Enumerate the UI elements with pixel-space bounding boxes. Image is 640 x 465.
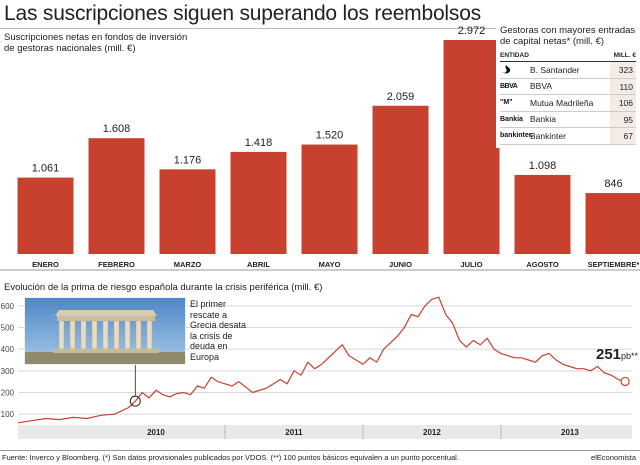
bar-value-label: 2.059	[387, 91, 415, 103]
parthenon-photo	[24, 297, 186, 365]
current-value: 251	[596, 346, 622, 363]
x-axis-label: JUNIO	[389, 260, 412, 269]
bar-value-label: 1.061	[32, 163, 60, 175]
risk-premium-line	[17, 296, 626, 424]
x-axis-band	[18, 425, 632, 439]
bar	[17, 177, 74, 254]
bar-chart: 1.061 1.608 1.176 1.418 1.520 2.059 2.972 1.098…	[0, 25, 640, 271]
bar	[372, 105, 429, 254]
inset-name: B. Santander	[530, 64, 580, 75]
inset-row: BBVA BBVA 110	[500, 78, 636, 95]
x-tick-label: 2011	[285, 428, 303, 437]
x-axis-label: ENERO	[32, 260, 59, 269]
bar-value-label: 846	[604, 178, 622, 190]
greece-annotation: El primer rescate a Grecia desata la cri…	[190, 299, 247, 362]
parthenon-image	[25, 298, 185, 364]
bar-value-label: 2.972	[458, 25, 486, 37]
line-chart-subtitle: Evolución de la prima de riesgo española…	[4, 282, 323, 293]
inset-name: Mutua Madrileña	[530, 97, 594, 108]
bbva-logo: BBVA	[500, 82, 518, 90]
y-tick-label: 300	[1, 367, 15, 376]
bars-group	[17, 40, 640, 255]
xtick-group: 2010 2011 2012 2013	[147, 428, 579, 437]
page-title: Las suscripciones siguen superando los r…	[4, 2, 481, 25]
y-tick-label: 500	[1, 324, 15, 333]
bar	[88, 138, 145, 254]
x-tick-label: 2013	[561, 428, 579, 437]
x-axis-label: SEPTIEMBRE*	[588, 260, 640, 269]
x-tick-label: 2012	[423, 428, 441, 437]
x-labels-group: ENERO FEBRERO MARZO ABRIL MAYO JUNIO JULIO AGOS…	[32, 260, 639, 269]
title-divider	[0, 28, 640, 29]
y-tick-label: 400	[1, 345, 15, 354]
bar-value-label: 1.176	[174, 154, 202, 166]
inset-value: 323	[610, 62, 636, 78]
inset-name: BBVA	[530, 81, 553, 92]
bar	[443, 40, 500, 255]
x-tick-label: 2010	[147, 428, 165, 437]
inset-header: ENTIDAD MILL. €	[500, 52, 636, 62]
bar-value-label: 1.520	[316, 130, 344, 142]
current-value-label: 251pb**	[596, 346, 638, 363]
bar	[585, 193, 640, 254]
y-tick-label: 200	[1, 389, 15, 398]
bar	[230, 151, 287, 254]
bar-value-label: 1.098	[529, 160, 557, 172]
inset-value: 106	[610, 95, 636, 111]
y-tick-label: 600	[1, 302, 15, 311]
x-axis-label: FEBRERO	[98, 260, 135, 269]
bar-value-label: 1.608	[103, 123, 131, 135]
x-axis-label: AGOSTO	[526, 260, 559, 269]
inset-row: bankinter. Bankinter 67	[500, 128, 636, 145]
inset-row: B. Santander 323	[500, 62, 636, 79]
line-chart: 100 200 300 400 500 600 2010 2011 2012 2013	[1, 296, 632, 439]
bar-labels-group: 1.061 1.608 1.176 1.418 1.520 2.059 2.972 1.098…	[32, 25, 623, 190]
y-tick-label: 100	[1, 410, 15, 419]
x-axis-label: MARZO	[174, 260, 202, 269]
x-axis-label: JULIO	[460, 260, 482, 269]
inset-value: 110	[610, 78, 636, 94]
inset-col-entity: ENTIDAD	[500, 52, 529, 59]
inset-row: Bankia Bankia 95	[500, 111, 636, 128]
inset-panel: Gestoras con mayores entradas de capital…	[496, 22, 640, 148]
bar-chart-subtitle: Suscripciones netas en fondos de inversi…	[4, 32, 188, 54]
inset-table: ENTIDAD MILL. € B. Santander 323 BBVA BB…	[500, 52, 636, 145]
inset-value: 67	[610, 128, 636, 144]
bar	[514, 174, 571, 254]
brand-name: elEconomista	[590, 453, 636, 462]
bankia-logo: Bankia	[500, 115, 523, 123]
ytick-group: 100 200 300 400 500 600	[1, 302, 15, 419]
santander-logo	[500, 64, 530, 75]
x-axis-label: ABRIL	[247, 260, 270, 269]
bankinter-logo: bankinter.	[500, 132, 534, 140]
source-note: Fuente: Inverco y Bloomberg. (*) Son dat…	[2, 453, 459, 462]
inset-name: Bankinter	[530, 130, 566, 141]
santander-flame-icon	[502, 64, 511, 74]
inset-title: Gestoras con mayores entradas de capital…	[500, 25, 636, 47]
bar-value-label: 1.418	[245, 137, 273, 149]
inset-col-value: MILL. €	[613, 52, 636, 59]
inset-name: Bankia	[530, 114, 556, 125]
end-marker	[620, 376, 630, 387]
current-unit: pb**	[621, 351, 639, 361]
inset-value: 95	[610, 111, 636, 127]
bar	[159, 169, 216, 254]
mutua-logo: "M"	[500, 99, 513, 107]
footer-divider	[0, 450, 640, 451]
bar	[301, 144, 358, 254]
inset-row: "M" Mutua Madrileña 106	[500, 95, 636, 112]
x-axis-label: MAYO	[319, 260, 341, 269]
